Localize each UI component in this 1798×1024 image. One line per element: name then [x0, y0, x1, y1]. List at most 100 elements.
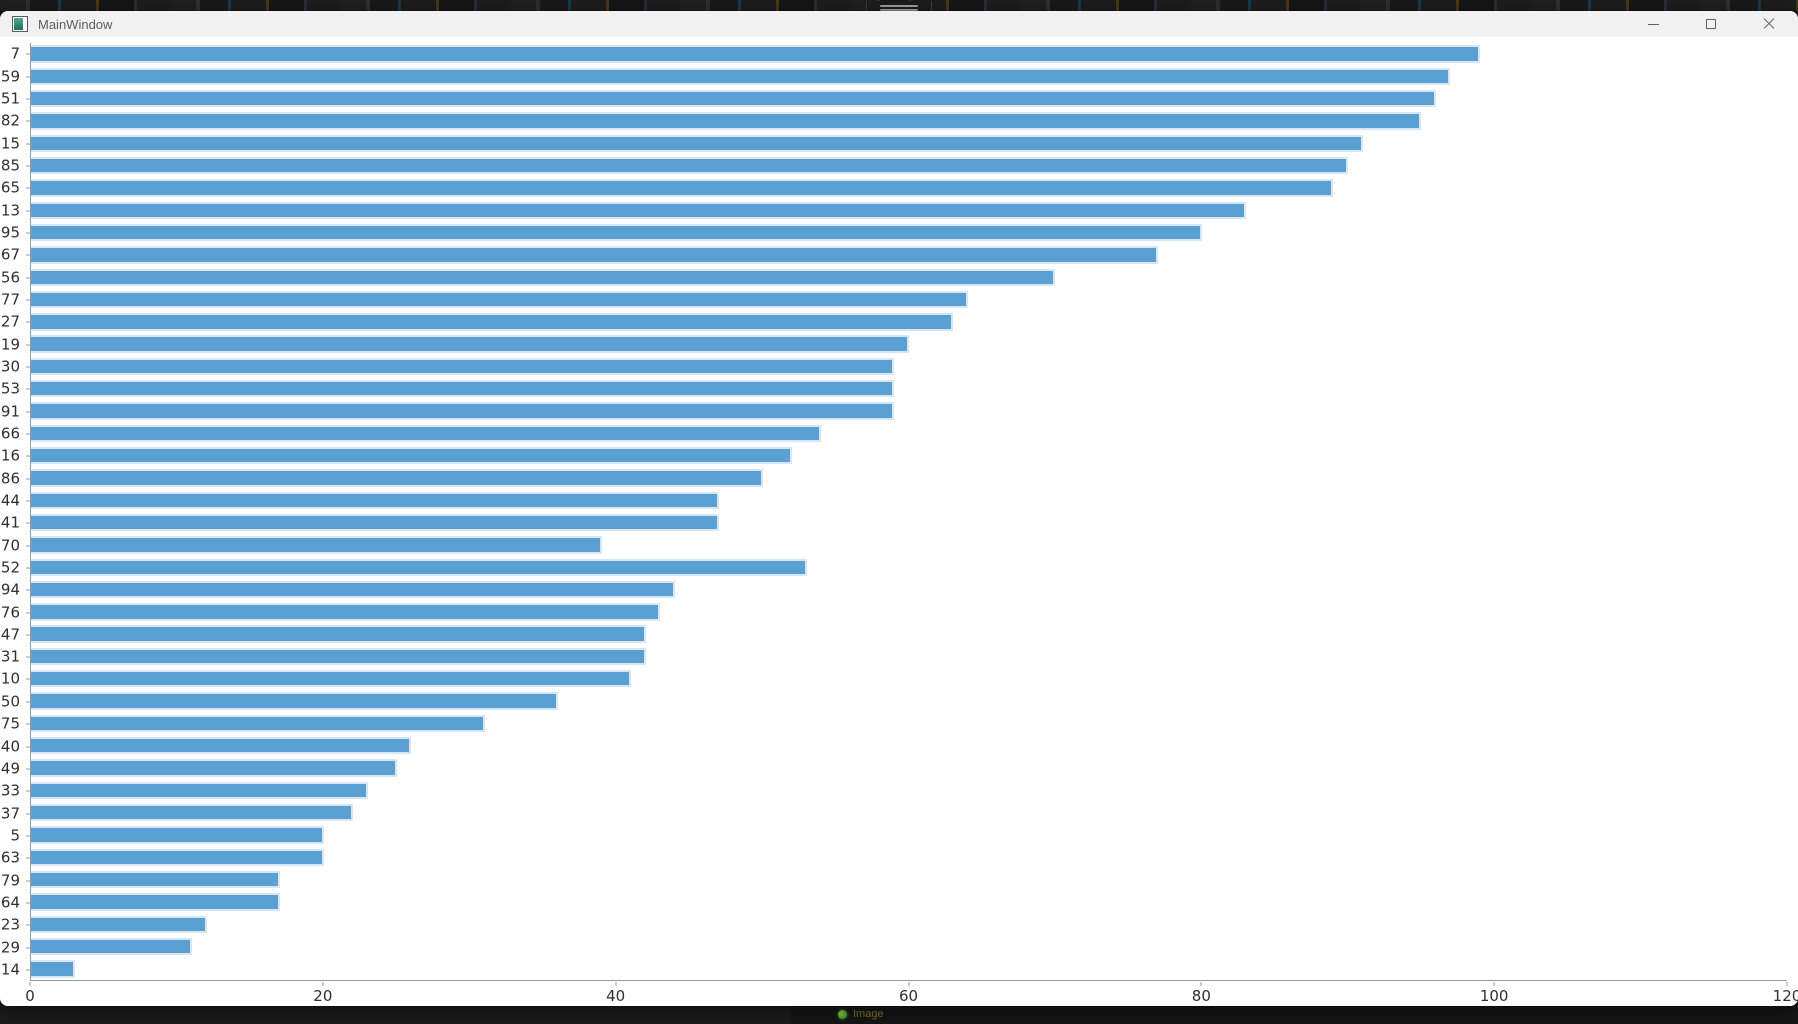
y-tick-label: 15 — [0, 134, 20, 152]
background-window-strip — [0, 0, 1798, 15]
titlebar[interactable]: MainWindow — [0, 11, 1798, 37]
y-tick-mark — [26, 143, 30, 144]
bar-row — [31, 244, 1787, 266]
bar-row — [31, 445, 1787, 467]
bar — [31, 826, 324, 844]
y-tick-label: 75 — [0, 714, 20, 733]
bar — [31, 67, 1451, 86]
minimize-button[interactable] — [1624, 11, 1682, 37]
app-status-icon — [838, 1010, 847, 1019]
bar — [31, 179, 1334, 197]
bar-row — [31, 802, 1787, 824]
bar-row — [31, 668, 1787, 690]
y-tick-mark — [26, 76, 30, 77]
y-tick-label: 65 — [0, 178, 20, 197]
y-tick-label: 37 — [0, 804, 20, 822]
bar — [31, 313, 953, 331]
y-tick-label: 56 — [0, 268, 20, 286]
bar — [31, 491, 719, 510]
bar — [31, 424, 822, 443]
bar — [31, 915, 207, 933]
x-tick-label: 0 — [25, 987, 35, 1005]
bar — [31, 246, 1158, 264]
x-tick-mark — [1786, 982, 1788, 986]
y-tick-mark — [26, 366, 30, 368]
bar — [31, 937, 192, 956]
y-tick-mark — [26, 612, 30, 613]
y-tick-label: 94 — [0, 580, 20, 599]
bar — [31, 737, 412, 755]
y-tick-label: 29 — [0, 938, 20, 956]
taskbar-item[interactable]: Image — [838, 1009, 884, 1020]
taskbar-strip: Image — [0, 1006, 1798, 1024]
bar — [31, 90, 1436, 108]
bar-row — [31, 958, 1787, 980]
y-tick-label: 66 — [0, 424, 20, 443]
y-tick-mark — [26, 187, 30, 189]
bar — [31, 447, 792, 465]
close-button[interactable] — [1740, 11, 1798, 37]
x-tick-label: 40 — [606, 987, 626, 1005]
bar-row — [31, 645, 1787, 667]
bar — [31, 625, 646, 643]
bar — [31, 714, 485, 733]
y-tick-mark — [26, 433, 30, 435]
y-tick-label: 10 — [0, 669, 20, 688]
bar — [31, 335, 909, 353]
bar-row — [31, 891, 1787, 913]
bar-row — [31, 221, 1787, 243]
bar — [31, 647, 646, 666]
bar-row — [31, 779, 1787, 801]
maximize-button[interactable] — [1682, 11, 1740, 37]
y-tick-label: 52 — [0, 558, 20, 577]
bar-row — [31, 88, 1787, 110]
bar — [31, 803, 353, 822]
y-tick-label: 44 — [0, 491, 20, 510]
y-tick-mark — [26, 545, 30, 546]
bar — [31, 960, 75, 978]
y-tick-mark — [26, 924, 30, 926]
y-tick-label: 67 — [0, 245, 20, 264]
y-tick-label: 95 — [0, 223, 20, 242]
bar — [31, 380, 895, 398]
y-tick-mark — [26, 254, 30, 256]
bar-row — [31, 43, 1787, 65]
y-tick-label: 41 — [0, 513, 20, 532]
bar-row — [31, 623, 1787, 645]
y-tick-mark — [26, 321, 30, 323]
bar-row — [31, 757, 1787, 779]
bar — [31, 603, 661, 621]
y-tick-label: 76 — [0, 603, 20, 621]
y-tick-label: 40 — [0, 737, 20, 755]
y-tick-mark — [26, 299, 30, 301]
y-tick-mark — [26, 53, 30, 55]
y-tick-label: 30 — [0, 357, 20, 376]
taskbar-item-label: Image — [853, 1008, 884, 1020]
bar-row — [31, 556, 1787, 578]
bar — [31, 580, 675, 599]
bar — [31, 558, 807, 576]
bar — [31, 469, 763, 487]
main-window: MainWindow 7 59 51 82 15 85 65 13 95 67 56 77 27 19 30… — [0, 11, 1798, 1006]
bar — [31, 201, 1246, 219]
plot-area — [30, 43, 1787, 981]
bar — [31, 223, 1202, 242]
bar-row — [31, 601, 1787, 623]
bar — [31, 290, 968, 309]
y-tick-mark — [26, 277, 30, 278]
bar-row — [31, 846, 1787, 868]
x-tick-mark — [322, 982, 324, 986]
y-tick-mark — [26, 746, 30, 747]
y-tick-label: 77 — [0, 290, 20, 309]
x-tick-label: 60 — [898, 987, 919, 1005]
y-tick-mark — [26, 723, 30, 725]
bar-row — [31, 333, 1787, 355]
y-tick-mark — [26, 880, 30, 881]
y-tick-mark — [26, 567, 30, 569]
y-tick-label: 79 — [0, 871, 20, 889]
y-tick-mark — [26, 813, 30, 814]
bar-row — [31, 868, 1787, 890]
y-tick-mark — [26, 902, 30, 904]
bar — [31, 402, 895, 420]
x-tick-label: 20 — [313, 987, 333, 1005]
